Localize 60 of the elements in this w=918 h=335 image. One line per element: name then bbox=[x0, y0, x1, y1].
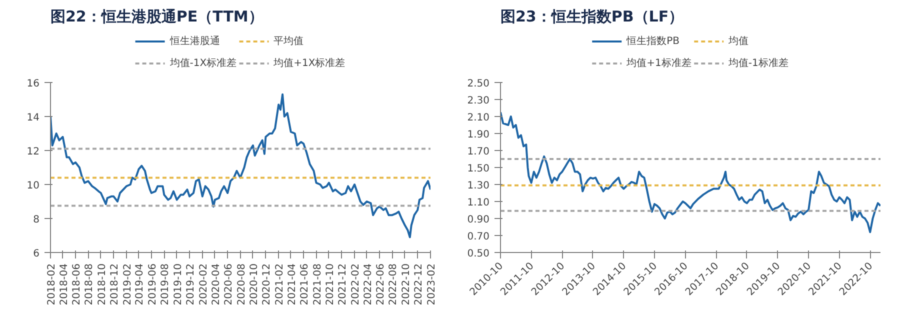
x-tick-label: 2018-08 bbox=[84, 263, 96, 306]
legend-label: 恒生港股通 bbox=[170, 34, 220, 48]
x-tick-label: 2020-04 bbox=[210, 263, 222, 306]
legend-label: 均值+1X标准差 bbox=[274, 56, 346, 70]
x-tick-label: 2021-06 bbox=[300, 263, 311, 306]
legend-label: 均值+1标准差 bbox=[626, 56, 692, 70]
x-tick-label: 2018-04 bbox=[58, 263, 70, 306]
y-tick-label: 1.70 bbox=[467, 146, 490, 158]
y-tick-label: 12 bbox=[26, 146, 40, 158]
y-tick-label: 1.10 bbox=[467, 198, 490, 208]
x-tick-label: 2022-10 bbox=[400, 263, 412, 306]
y-tick-label: 0.90 bbox=[467, 214, 490, 226]
x-tick-label: 2022-02 bbox=[350, 263, 362, 306]
y-tick-label: 2.50 bbox=[467, 78, 490, 90]
x-tick-label: 2020-12 bbox=[262, 263, 273, 306]
y-tick-label: 10 bbox=[26, 180, 40, 192]
legend-label: 恒生指数PB bbox=[626, 34, 680, 48]
y-tick-label: 6 bbox=[33, 248, 40, 260]
y-tick-label: 2.10 bbox=[467, 112, 490, 124]
x-tick-label: 2022-08 bbox=[388, 263, 400, 306]
legend-label: 均值-1X标准差 bbox=[170, 56, 237, 70]
x-tick-label: 2019-02 bbox=[122, 263, 134, 306]
x-tick-label: 2020-06 bbox=[224, 263, 235, 306]
y-tick-label: 1.50 bbox=[467, 164, 490, 174]
line-series bbox=[500, 111, 880, 234]
x-tick-label: 2021-08 bbox=[312, 263, 324, 306]
x-tick-label: 2019-04 bbox=[134, 263, 146, 306]
y-tick-label: 16 bbox=[26, 78, 40, 90]
x-tick-label: 2020-02 bbox=[198, 263, 210, 306]
y-tick-label: 14 bbox=[26, 112, 40, 124]
y-tick-label: 1.30 bbox=[467, 180, 490, 192]
legend-label: 均值 bbox=[728, 35, 748, 48]
x-tick-label: 2019-08 bbox=[160, 263, 172, 306]
x-tick-label: 2019-12 bbox=[186, 263, 197, 306]
chart-title: 图22：恒生港股通PE（TTM） bbox=[50, 8, 264, 26]
x-tick-label: 2018-02 bbox=[46, 263, 58, 306]
x-tick-label: 2019-06 bbox=[147, 263, 158, 306]
y-tick-label: 8 bbox=[33, 214, 40, 226]
y-tick-label: 0.70 bbox=[467, 232, 490, 242]
x-tick-label: 2022-04 bbox=[362, 263, 374, 306]
x-tick-label: 2020-10 bbox=[248, 263, 260, 306]
x-tick-label: 2021-02 bbox=[274, 263, 286, 306]
legend-label: 平均值 bbox=[274, 35, 304, 48]
line-series bbox=[50, 93, 430, 238]
x-tick-label: 2018-06 bbox=[71, 263, 82, 306]
y-tick-label: 2.30 bbox=[467, 96, 490, 106]
x-tick-label: 2021-12 bbox=[338, 263, 349, 306]
x-tick-label: 2018-12 bbox=[110, 263, 121, 306]
y-tick-label: 0.50 bbox=[467, 248, 490, 260]
x-tick-label: 2018-10 bbox=[96, 263, 108, 306]
x-tick-label: 2021-10 bbox=[324, 263, 336, 306]
x-tick-label: 2019-10 bbox=[172, 263, 184, 306]
x-tick-label: 2022-06 bbox=[376, 263, 387, 306]
y-tick-label: 1.90 bbox=[467, 130, 490, 140]
x-tick-label: 2022-12 bbox=[414, 263, 425, 306]
chart-title: 图23：恒生指数PB（LF） bbox=[500, 8, 684, 26]
x-tick-label: 2020-08 bbox=[236, 263, 248, 306]
legend-label: 均值-1标准差 bbox=[728, 56, 788, 70]
x-tick-label: 2021-04 bbox=[286, 263, 298, 306]
x-tick-label: 2023-02 bbox=[426, 263, 438, 306]
